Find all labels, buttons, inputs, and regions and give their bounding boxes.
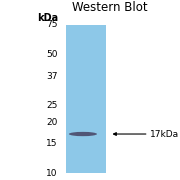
Text: 20: 20 <box>46 118 58 127</box>
Text: 10: 10 <box>46 169 58 178</box>
Bar <box>66 25 106 173</box>
Text: Western Blot: Western Blot <box>72 1 147 14</box>
Text: 25: 25 <box>46 101 58 110</box>
Text: kDa: kDa <box>37 13 58 23</box>
Text: 17kDa: 17kDa <box>150 130 179 139</box>
Text: 50: 50 <box>46 50 58 59</box>
Ellipse shape <box>69 132 97 136</box>
Text: 15: 15 <box>46 139 58 148</box>
Text: 75: 75 <box>46 20 58 29</box>
Text: 37: 37 <box>46 72 58 81</box>
